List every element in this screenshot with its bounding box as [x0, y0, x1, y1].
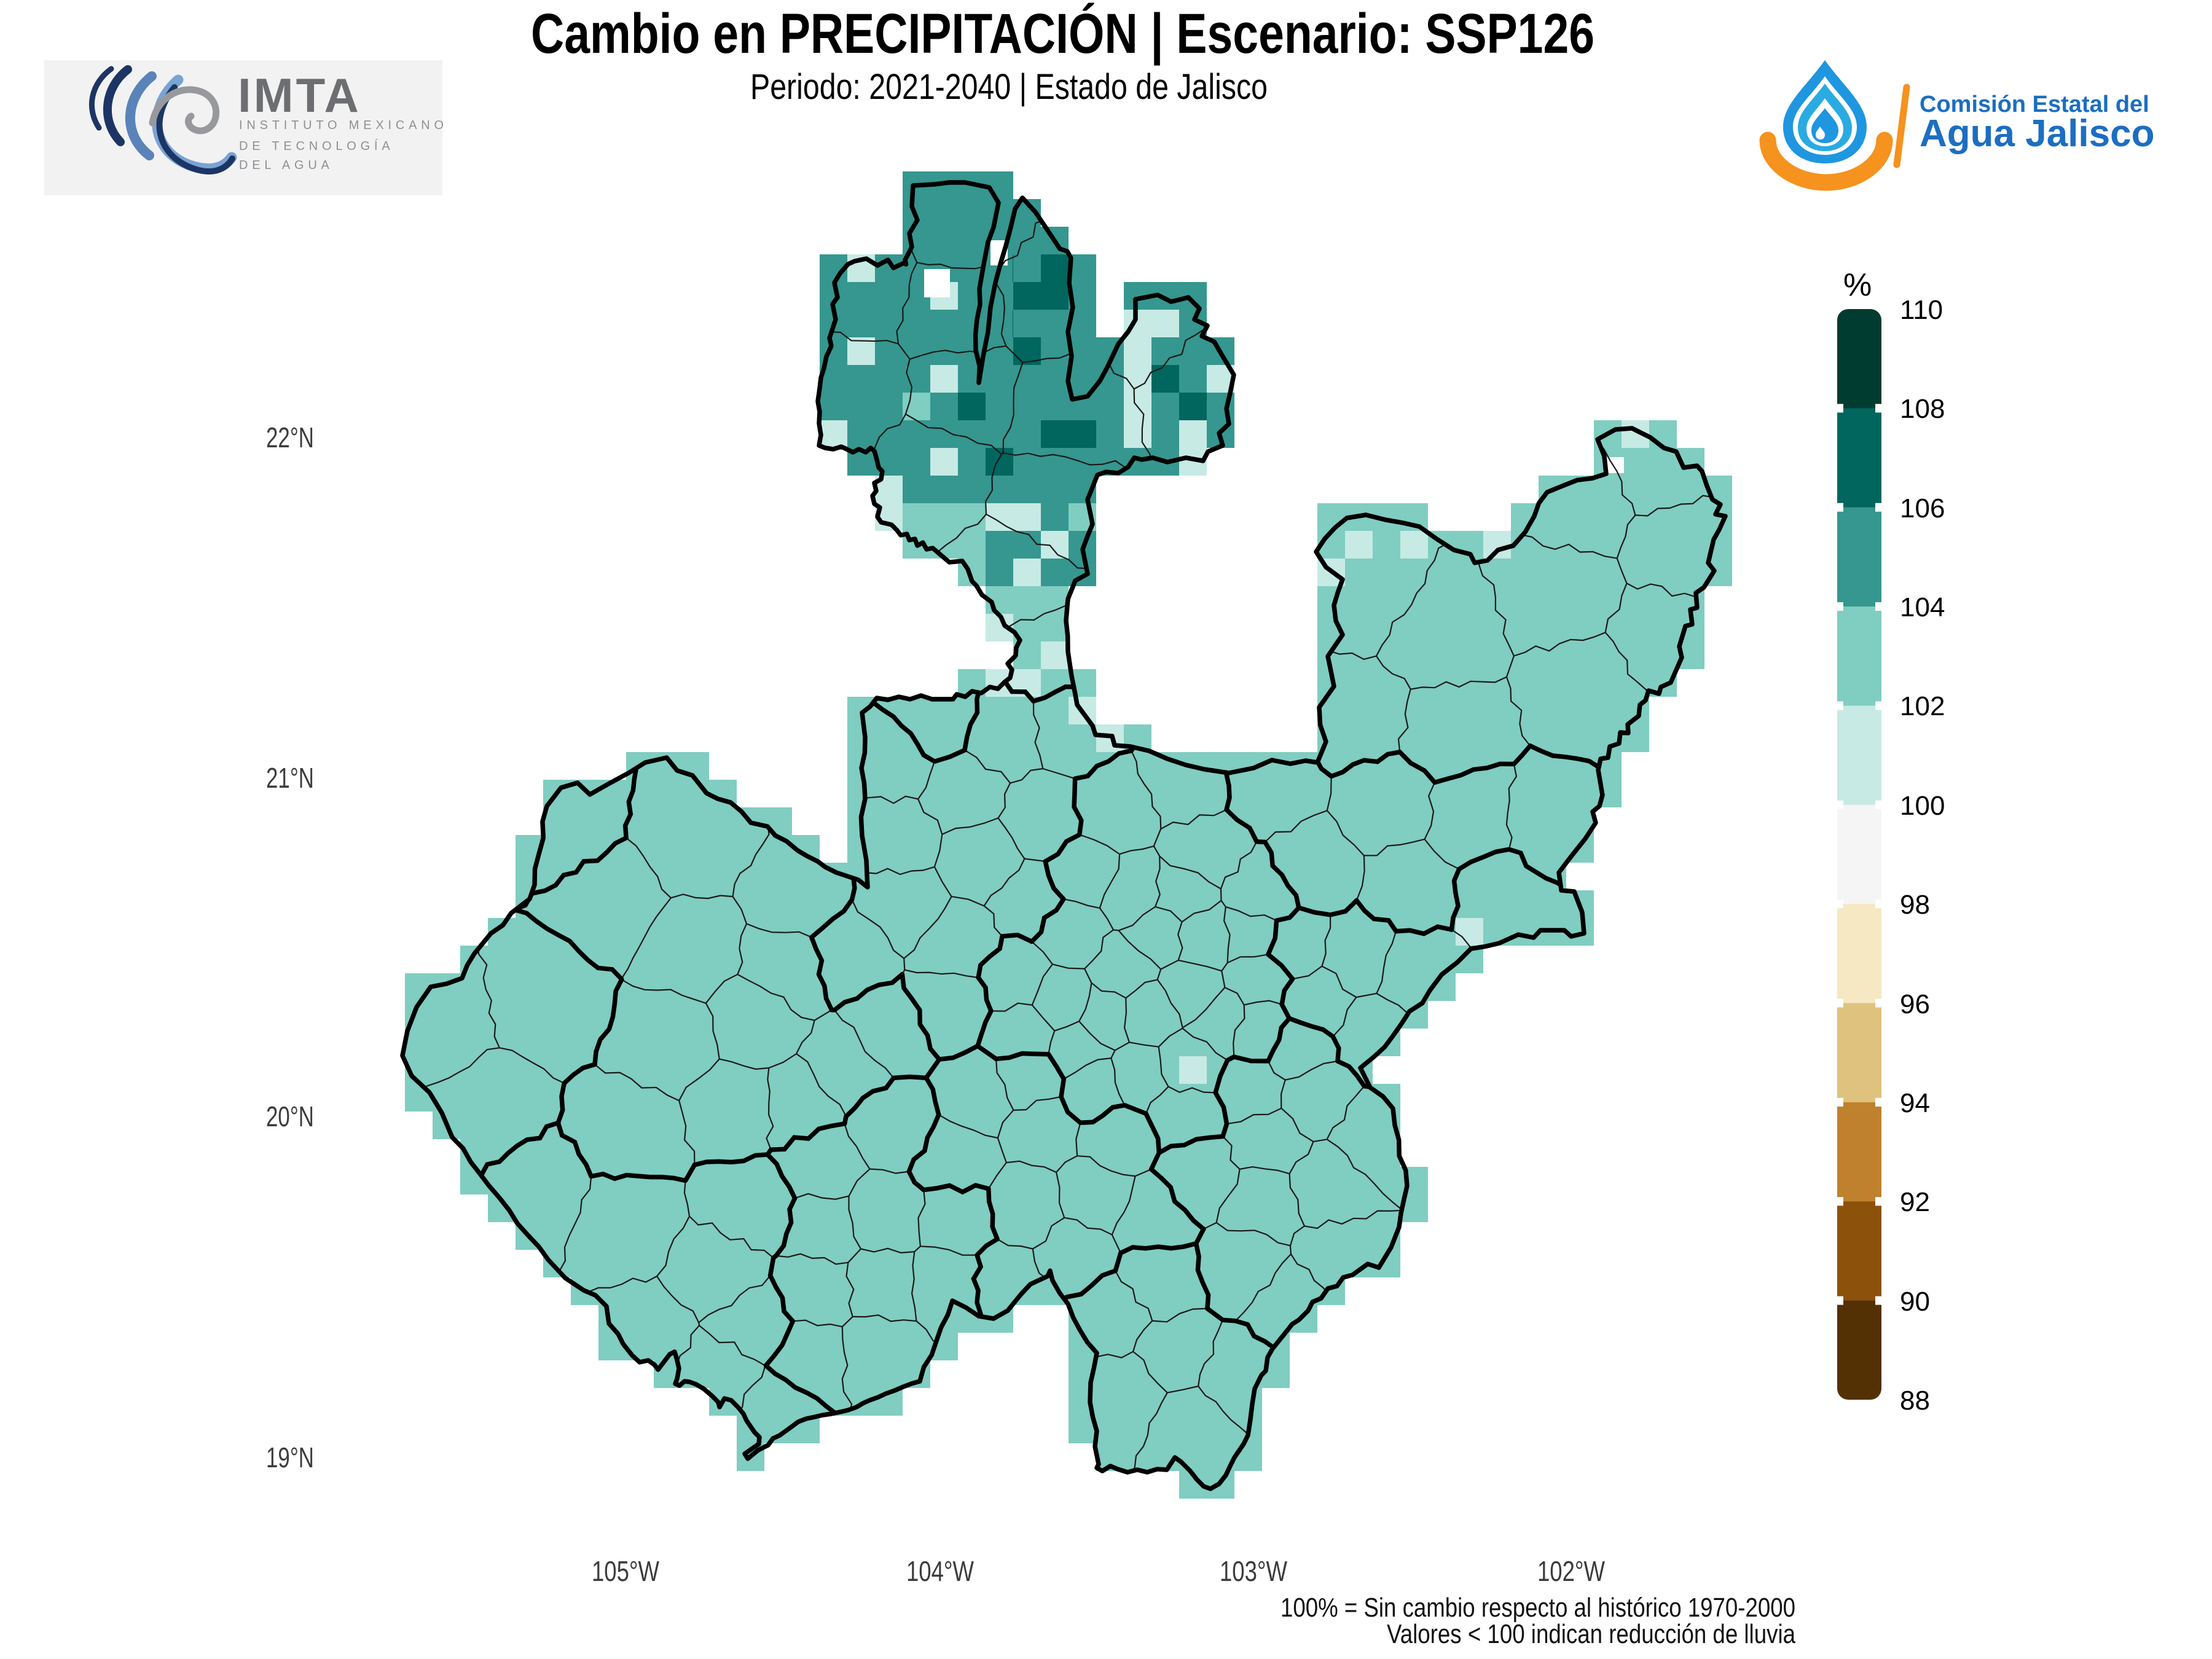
- svg-text:%: %: [1843, 267, 1872, 303]
- svg-text:94: 94: [1900, 1088, 1930, 1118]
- svg-text:106: 106: [1900, 493, 1945, 524]
- svg-text:105°W: 105°W: [592, 1555, 659, 1587]
- svg-text:22°N: 22°N: [266, 422, 314, 453]
- svg-text:103°W: 103°W: [1220, 1555, 1287, 1587]
- svg-text:Periodo: 2021-2040 | Estado de: Periodo: 2021-2040 | Estado de Jalisco: [750, 67, 1268, 107]
- svg-text:88: 88: [1900, 1386, 1930, 1416]
- svg-text:100% = Sin cambio respecto al: 100% = Sin cambio respecto al histórico …: [1281, 1593, 1795, 1623]
- svg-text:DEL AGUA: DEL AGUA: [239, 159, 334, 172]
- svg-text:DE TECNOLOGÍA: DE TECNOLOGÍA: [239, 139, 394, 153]
- svg-text:100: 100: [1900, 791, 1945, 821]
- svg-text:20°N: 20°N: [266, 1100, 314, 1132]
- svg-text:108: 108: [1900, 394, 1945, 424]
- svg-text:19°N: 19°N: [266, 1441, 314, 1473]
- svg-text:Comisión Estatal del: Comisión Estatal del: [1920, 92, 2149, 117]
- svg-text:90: 90: [1900, 1287, 1930, 1317]
- svg-text:Agua Jalisco: Agua Jalisco: [1920, 112, 2154, 155]
- svg-text:104: 104: [1900, 592, 1945, 622]
- svg-text:104°W: 104°W: [906, 1555, 974, 1587]
- svg-text:96: 96: [1900, 989, 1930, 1019]
- svg-text:102: 102: [1900, 691, 1945, 721]
- svg-text:IMTA: IMTA: [238, 68, 361, 122]
- svg-text:Valores < 100 indican reducció: Valores < 100 indican reducción de lluvi…: [1387, 1619, 1795, 1649]
- svg-text:Cambio en PRECIPITACIÓN | Esce: Cambio en PRECIPITACIÓN | Escenario: SSP…: [531, 2, 1594, 66]
- svg-text:98: 98: [1900, 890, 1930, 920]
- svg-text:21°N: 21°N: [266, 762, 314, 794]
- svg-text:110: 110: [1900, 295, 1943, 325]
- svg-text:102°W: 102°W: [1537, 1555, 1605, 1587]
- svg-text:INSTITUTO MEXICANO: INSTITUTO MEXICANO: [239, 119, 448, 132]
- svg-text:92: 92: [1900, 1187, 1930, 1217]
